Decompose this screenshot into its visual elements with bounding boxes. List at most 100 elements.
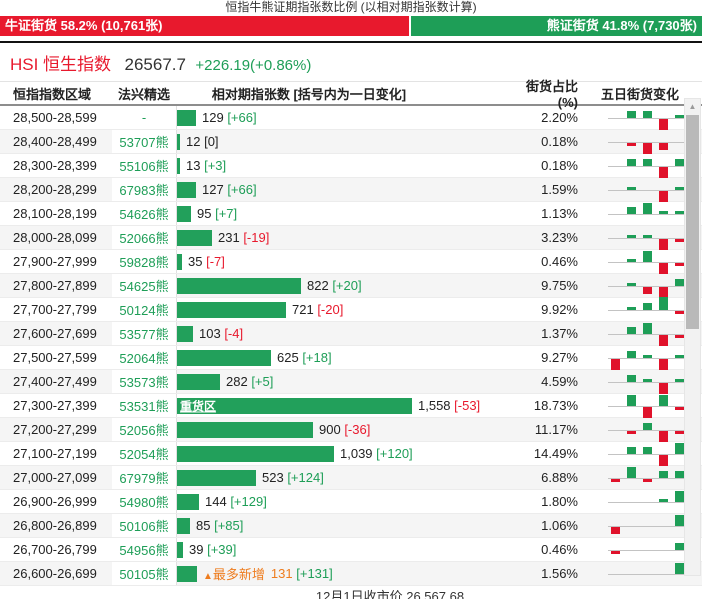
- column-header-percent: 街货占比(%): [525, 79, 578, 110]
- index-value: 26567.7: [124, 55, 186, 74]
- table-body: 28,500-28,599- 129 [+66] 2.20% 28,400-28,49…: [0, 106, 702, 586]
- most-new-badge: ▲最多新增: [203, 564, 265, 583]
- spark-cell: [584, 130, 688, 154]
- volume-change: [+131]: [296, 566, 333, 581]
- table-row: 27,000-27,099 67979熊 523 [+124] 6.88%: [0, 466, 702, 490]
- volume-bar: [177, 325, 193, 342]
- sparkline: [608, 296, 688, 322]
- picked-code-cell: 50106熊: [112, 514, 176, 537]
- volume-value: 1,039: [340, 446, 377, 461]
- column-header-5day: 五日街货变化: [600, 86, 679, 102]
- table-row: 27,200-27,299 52056熊 900 [-36] 11.17%: [0, 418, 702, 442]
- table-row: 27,800-27,899 54625熊 822 [+20] 9.75%: [0, 274, 702, 298]
- volume-change: [+18]: [302, 350, 332, 365]
- sparkline: [608, 466, 688, 490]
- table-row: 28,500-28,599- 129 [+66] 2.20%: [0, 106, 702, 130]
- spark-cell: [584, 154, 688, 178]
- spark-cell: [584, 274, 688, 298]
- volume-value: 39: [189, 542, 208, 557]
- sparkline-baseline: [608, 189, 688, 191]
- sparkline-bar: [627, 158, 636, 166]
- contracts-cell: 822 [+20]: [176, 274, 506, 297]
- sparkline-bar: [627, 186, 636, 190]
- picked-code-cell: -: [112, 106, 176, 129]
- spark-cell: [584, 226, 688, 250]
- sparkline: [608, 442, 688, 466]
- picked-code-cell: 53531熊: [112, 394, 176, 417]
- scrollbar[interactable]: ▲: [684, 98, 701, 576]
- volume-value: 144: [205, 494, 231, 509]
- sparkline-bar: [643, 446, 652, 454]
- picked-code-cell: 59828熊: [112, 250, 176, 273]
- sparkline-baseline: [608, 405, 688, 407]
- spark-cell: [584, 106, 688, 130]
- sparkline: [608, 202, 688, 226]
- volume-bar: [177, 157, 180, 174]
- price-range-cell: 27,000-27,099: [13, 470, 97, 485]
- contracts-cell: 103 [-4]: [176, 322, 506, 345]
- sparkline: [608, 538, 688, 562]
- table-row: 28,000-28,099 52066熊 231 [-19] 3.23%: [0, 226, 702, 250]
- sparkline-bar: [659, 142, 668, 150]
- scroll-up-arrow-icon[interactable]: ▲: [688, 102, 697, 111]
- sparkline-bar: [627, 234, 636, 238]
- volume-bar: [177, 493, 199, 510]
- sparkline-baseline: [608, 333, 688, 335]
- sparkline-bar: [643, 158, 652, 166]
- volume-bar: [177, 277, 301, 294]
- sparkline-bar: [659, 454, 668, 466]
- sparkline-bar: [659, 358, 668, 370]
- volume-bar: [177, 133, 180, 150]
- sparkline-bar: [659, 334, 668, 346]
- volume-change: [-36]: [344, 422, 371, 437]
- sparkline-bar: [627, 430, 636, 434]
- sparkline-bar: [659, 430, 668, 442]
- sparkline-bar: [643, 110, 652, 118]
- picked-code-cell: 50124熊: [112, 298, 176, 321]
- sparkline-baseline: [608, 453, 688, 455]
- spark-cell: [584, 250, 688, 274]
- contracts-cell: 85 [+85]: [176, 514, 506, 537]
- volume-bar: [177, 445, 334, 462]
- volume-bar: [177, 469, 256, 486]
- picked-code-cell: 52056熊: [112, 418, 176, 441]
- percent-cell: 9.92%: [541, 302, 578, 317]
- table-row: 28,200-28,299 67983熊 127 [+66] 1.59%: [0, 178, 702, 202]
- sparkline: [608, 562, 688, 586]
- sparkline-bar: [675, 406, 684, 410]
- volume-change: [+20]: [332, 278, 362, 293]
- volume-change: [+66]: [227, 110, 257, 125]
- volume-values: 144 [+129]: [205, 494, 267, 509]
- percent-cell: 1.37%: [541, 326, 578, 341]
- spark-cell: [584, 418, 688, 442]
- table-row: 26,700-26,799 54956熊 39 [+39] 0.46%: [0, 538, 702, 562]
- table-row: 27,700-27,799 50124熊 721 [-20] 9.92%: [0, 296, 702, 322]
- contracts-cell: 1,039 [+120]: [176, 442, 506, 465]
- bull-ratio-label: 牛证街货 58.2% (10,761张): [5, 18, 163, 33]
- sparkline: [608, 178, 688, 202]
- contracts-cell: 129 [+66]: [176, 106, 506, 129]
- percent-cell: 14.49%: [533, 446, 578, 461]
- scroll-thumb[interactable]: [686, 115, 699, 329]
- volume-values: 282 [+5]: [226, 374, 273, 389]
- volume-bar: [177, 229, 212, 246]
- table-header: 恒指指数区域 法兴精选 相对期指张数 [括号内为一日变化] 街货占比(%) 五日…: [0, 79, 702, 110]
- picked-code-cell: 55106熊: [112, 154, 176, 177]
- volume-change: [+7]: [215, 206, 238, 221]
- price-range-cell: 28,100-28,199: [13, 206, 97, 221]
- volume-change: [+120]: [376, 446, 413, 461]
- sparkline-bar: [659, 470, 668, 478]
- percent-cell: 1.59%: [541, 182, 578, 197]
- volume-value: 625: [277, 350, 303, 365]
- percent-cell: 2.20%: [541, 110, 578, 125]
- percent-cell: 9.75%: [541, 278, 578, 293]
- sparkline: [608, 250, 688, 274]
- percent-cell: 1.56%: [541, 566, 578, 581]
- volume-values: 127 [+66]: [202, 182, 257, 197]
- volume-value: 231: [218, 230, 244, 245]
- picked-code-cell: 67983熊: [112, 178, 176, 201]
- price-range-cell: 26,600-26,699: [13, 566, 97, 581]
- sparkline-baseline: [608, 381, 688, 383]
- table-row: 28,300-28,399 55106熊 13 [+3] 0.18%: [0, 154, 702, 178]
- sparkline-bar: [643, 378, 652, 382]
